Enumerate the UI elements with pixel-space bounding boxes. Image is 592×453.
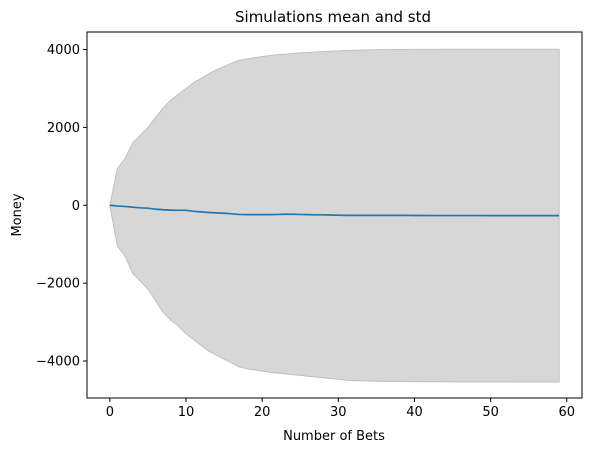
plot-area — [109, 48, 560, 383]
x-axis-label: Number of Bets — [283, 429, 385, 444]
x-tick-label: 10 — [178, 405, 195, 420]
plot-frame — [86, 31, 583, 399]
y-tick-label: 4000 — [47, 43, 80, 58]
x-tick-label: 30 — [330, 405, 347, 420]
x-tick-label: 40 — [406, 405, 423, 420]
y-tick-label: 0 — [72, 199, 80, 214]
x-tick-label: 50 — [482, 405, 499, 420]
x-tick-label: 60 — [558, 405, 575, 420]
y-tick-label: −2000 — [36, 277, 80, 292]
y-axis-label: Money — [10, 193, 25, 236]
x-tick-label: 0 — [106, 405, 114, 420]
chart-title: Simulations mean and std — [235, 8, 431, 26]
x-tick-label: 20 — [254, 405, 271, 420]
y-tick-label: −4000 — [36, 355, 80, 370]
x-axis: 0 10 20 30 40 50 60 — [106, 398, 575, 420]
y-tick-label: 2000 — [47, 121, 80, 136]
y-axis: −4000 −2000 0 2000 4000 — [36, 43, 87, 370]
mean-line — [109, 204, 560, 217]
